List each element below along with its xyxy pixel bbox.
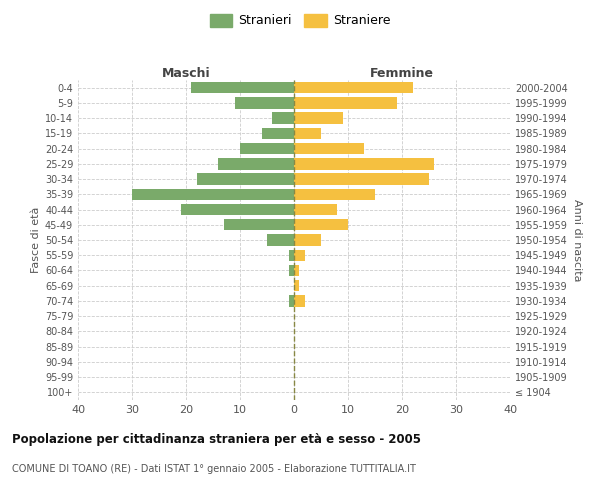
Bar <box>289 265 294 276</box>
Bar <box>294 265 299 276</box>
Bar <box>289 295 294 306</box>
Bar <box>294 234 321 246</box>
Bar <box>224 219 294 230</box>
Bar <box>235 97 294 108</box>
Bar <box>294 250 305 261</box>
Bar <box>294 112 343 124</box>
Bar <box>262 128 294 139</box>
Bar <box>294 143 364 154</box>
Bar <box>197 174 294 185</box>
Bar <box>294 188 375 200</box>
Bar <box>294 128 321 139</box>
Bar <box>191 82 294 94</box>
Text: COMUNE DI TOANO (RE) - Dati ISTAT 1° gennaio 2005 - Elaborazione TUTTITALIA.IT: COMUNE DI TOANO (RE) - Dati ISTAT 1° gen… <box>12 464 416 474</box>
Bar <box>132 188 294 200</box>
Bar <box>272 112 294 124</box>
Bar <box>289 250 294 261</box>
Text: Femmine: Femmine <box>370 67 434 80</box>
Bar <box>294 295 305 306</box>
Bar <box>294 158 434 170</box>
Bar <box>240 143 294 154</box>
Y-axis label: Fasce di età: Fasce di età <box>31 207 41 273</box>
Bar <box>294 174 429 185</box>
Y-axis label: Anni di nascita: Anni di nascita <box>572 198 582 281</box>
Bar <box>294 204 337 215</box>
Legend: Stranieri, Straniere: Stranieri, Straniere <box>205 8 395 32</box>
Bar <box>294 97 397 108</box>
Bar <box>294 280 299 291</box>
Bar <box>267 234 294 246</box>
Bar <box>218 158 294 170</box>
Text: Maschi: Maschi <box>161 67 211 80</box>
Text: Popolazione per cittadinanza straniera per età e sesso - 2005: Popolazione per cittadinanza straniera p… <box>12 432 421 446</box>
Bar <box>294 82 413 94</box>
Bar <box>294 219 348 230</box>
Bar <box>181 204 294 215</box>
